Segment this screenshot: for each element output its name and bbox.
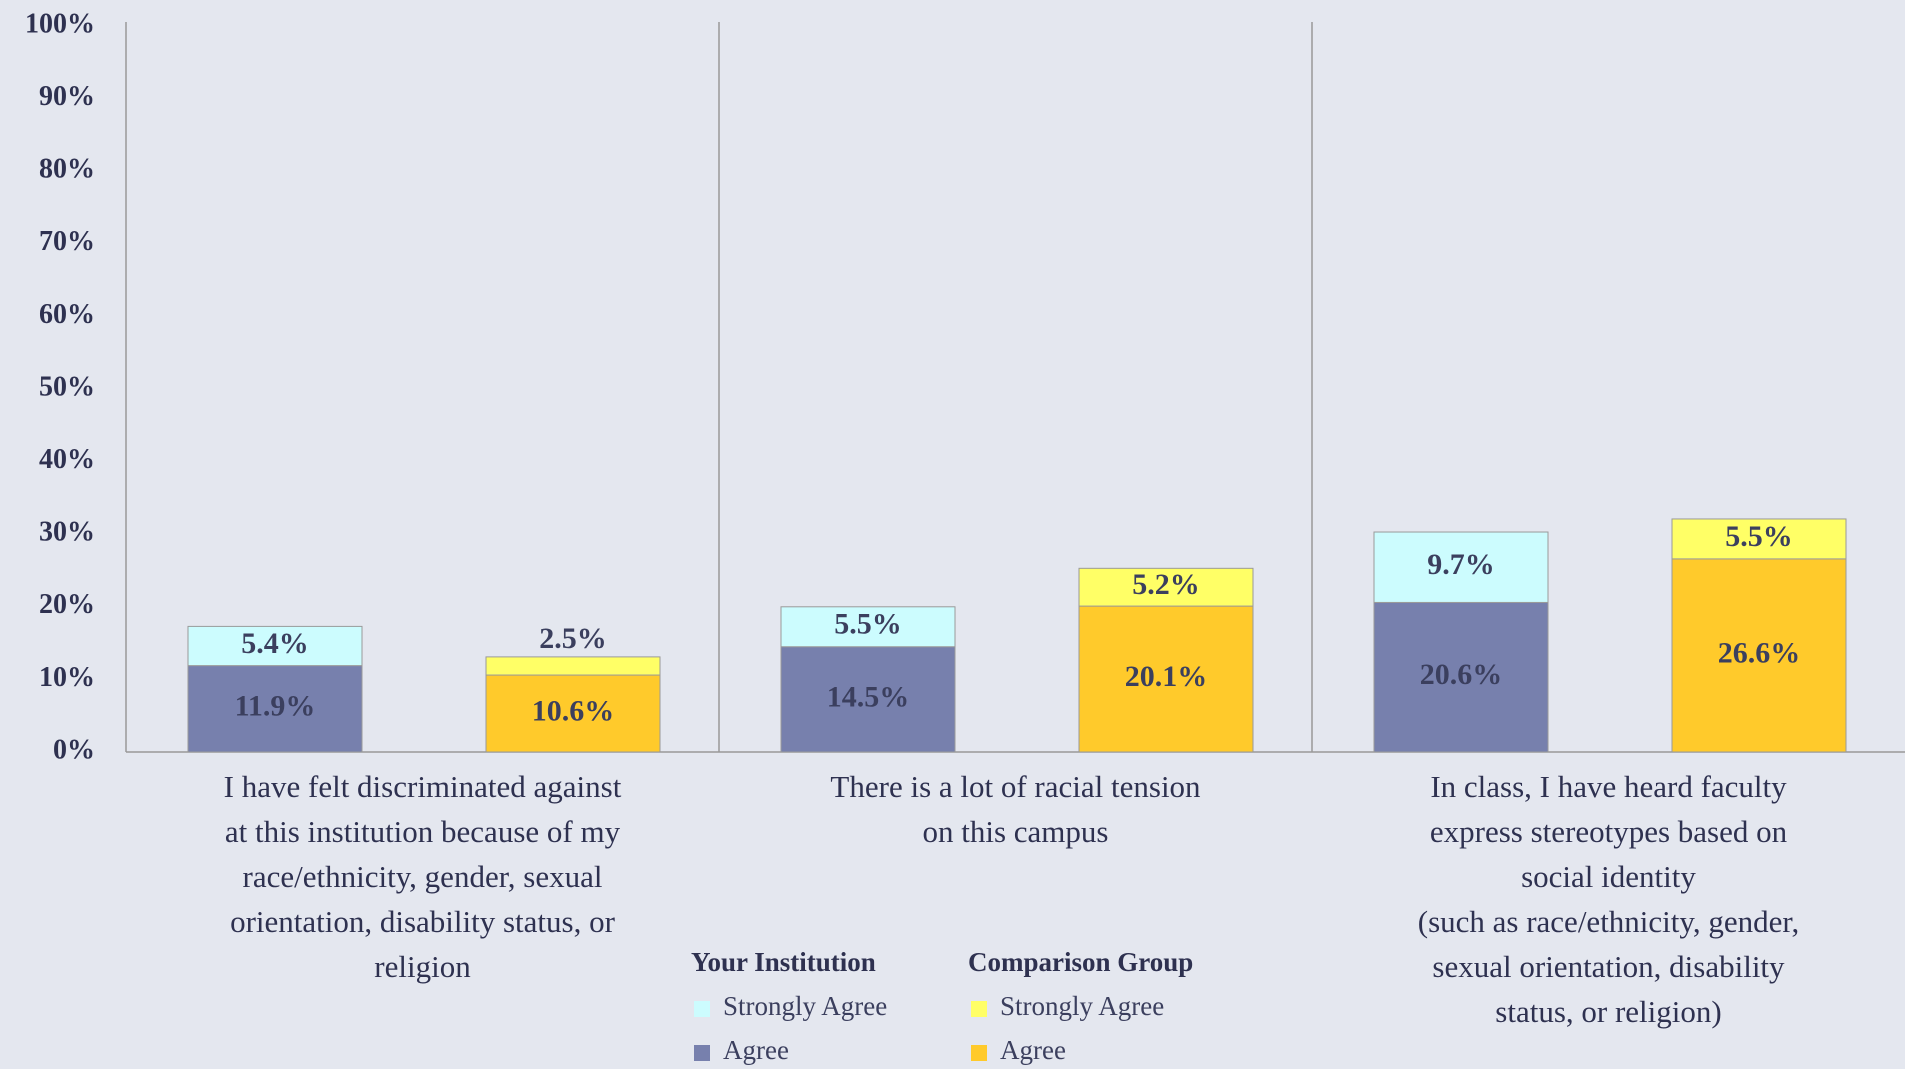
bar-segment	[485, 656, 661, 676]
bar-segment	[485, 674, 661, 753]
y-tick-label: 40%	[39, 444, 95, 475]
value-label: 10.6%	[532, 694, 615, 727]
y-tick-label: 90%	[39, 81, 95, 112]
legend-label: Strongly Agree	[1000, 991, 1164, 1021]
bar-segment	[187, 625, 363, 667]
category-label: In class, I have heard faculty express s…	[1417, 769, 1800, 1029]
bar-segment	[780, 606, 956, 648]
legend-label: Strongly Agree	[723, 991, 887, 1021]
legend-title: Your Institution	[691, 947, 876, 977]
legend-swatch	[971, 1045, 987, 1061]
legend-swatch	[694, 1001, 710, 1017]
value-label: 2.5%	[539, 622, 607, 655]
value-label: 20.1%	[1125, 660, 1208, 693]
category-label: I have felt discriminated against at thi…	[223, 769, 622, 984]
bar-segment	[1671, 558, 1847, 753]
bar-segment	[1373, 601, 1549, 753]
value-label: 9.7%	[1427, 548, 1495, 581]
value-label: 14.5%	[827, 680, 910, 713]
legend-title: Comparison Group	[968, 947, 1193, 977]
bar-segment	[1078, 567, 1254, 607]
y-tick-label: 30%	[39, 517, 95, 548]
bar-segment	[1373, 531, 1549, 603]
y-tick-label: 80%	[39, 154, 95, 185]
value-label: 20.6%	[1420, 658, 1503, 691]
y-tick-label: 100%	[25, 8, 95, 39]
value-label: 5.5%	[834, 608, 902, 641]
y-tick-label: 20%	[39, 589, 95, 620]
category-label: There is a lot of racial tension on this…	[830, 769, 1201, 849]
value-label: 5.4%	[241, 627, 309, 660]
legend-swatch	[971, 1001, 987, 1017]
value-label: 11.9%	[235, 690, 316, 723]
legend-swatch	[694, 1045, 710, 1061]
y-tick-label: 70%	[39, 226, 95, 257]
legend-label: Agree	[1000, 1035, 1066, 1065]
bar-segment	[780, 646, 956, 753]
y-tick-label: 0%	[53, 734, 95, 765]
value-label: 5.5%	[1725, 520, 1793, 553]
value-label: 5.2%	[1132, 568, 1200, 601]
bar-segment	[1671, 518, 1847, 560]
value-label: 26.6%	[1718, 636, 1801, 669]
y-tick-label: 60%	[39, 299, 95, 330]
legend-label: Agree	[723, 1035, 789, 1065]
y-tick-label: 50%	[39, 371, 95, 402]
y-tick-label: 10%	[39, 662, 95, 693]
bar-segment	[187, 665, 363, 753]
